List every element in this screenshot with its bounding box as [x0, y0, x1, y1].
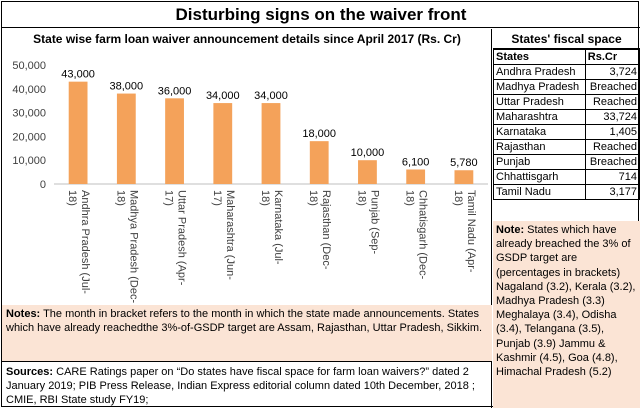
x-tick-label: Punjab (Sep-18) — [355, 190, 380, 255]
x-tick-label: Chhatisgarh (Dec-18) — [404, 190, 429, 280]
fiscal-title: States' fiscal space — [493, 29, 640, 49]
state-name: Madhya Pradesh — [493, 79, 586, 95]
main-title: Disturbing signs on the waiver front — [2, 2, 640, 28]
state-value: Breached — [584, 79, 640, 95]
y-tick-label: 40,000 — [12, 84, 46, 96]
state-name: Punjab — [493, 154, 586, 170]
table-row: Andhra Pradesh 3,724 — [493, 64, 640, 80]
state-name: Rajasthan — [493, 139, 586, 155]
state-value: 3,724 — [584, 64, 640, 80]
y-tick-label: 50,000 — [12, 60, 46, 72]
table-row: Maharashtra 33,724 — [493, 109, 640, 125]
state-value: Reached — [584, 94, 640, 110]
side-note-label: Note: — [496, 224, 525, 236]
x-tick-label: Andhra Pradesh (Jul-18) — [66, 190, 91, 294]
state-name: Uttar Pradesh — [493, 94, 586, 110]
data-label: 36,000 — [158, 85, 192, 97]
table-row: Punjab Breached — [493, 154, 640, 170]
bar — [309, 141, 329, 184]
chart-title: State wise farm loan waiver announcement… — [33, 32, 461, 46]
notes-label: Notes: — [6, 308, 41, 320]
state-name: Chhattisgarh — [493, 169, 586, 185]
state-name: Maharashtra — [493, 109, 586, 125]
bar — [116, 93, 136, 184]
x-tick-label: Karnataka (Jul-18) — [259, 190, 284, 265]
bar — [213, 103, 233, 184]
data-label: 5,780 — [450, 157, 478, 169]
x-tick-label: Madhya Pradesh (Dec-18) — [114, 190, 139, 303]
data-label: 34,000 — [206, 90, 240, 102]
fiscal-header-value: Rs.Cr — [584, 49, 640, 65]
table-row: Rajasthan Reached — [493, 139, 640, 155]
data-label: 34,000 — [254, 90, 288, 102]
bar — [165, 98, 184, 184]
bar-chart: 0 10,000 20,000 30,000 40,000 50,000 43,000 And… — [12, 60, 488, 303]
fiscal-panel: States' fiscal space States Rs.Cr Andhra… — [493, 29, 640, 408]
bar — [406, 169, 426, 184]
x-tick-label: Uttar Pradesh (Apr-17) — [163, 190, 188, 286]
bar — [68, 81, 88, 184]
data-label: 6,100 — [402, 156, 430, 168]
table-row: Chhattisgarh 714 — [493, 169, 640, 185]
x-tick-label: Maharashtra (Jun-17) — [211, 190, 236, 280]
table-row: Uttar Pradesh Reached — [493, 94, 640, 110]
fiscal-header-states: States — [493, 49, 586, 65]
state-value: 714 — [584, 169, 640, 185]
state-value: 3,177 — [584, 184, 640, 200]
state-name: Andhra Pradesh — [493, 64, 586, 80]
table-row: Karnataka 1,405 — [493, 124, 640, 140]
x-tick-label: Rajasthan (Dec-18) — [307, 190, 332, 270]
y-tick-label: 10,000 — [12, 155, 46, 167]
data-label: 10,000 — [351, 147, 385, 159]
sources-box: Sources: CARE Ratings paper on “Do state… — [2, 361, 492, 408]
side-note-box: Note: States which have already breached… — [493, 221, 640, 408]
notes-box: Notes: The month in bracket refers to th… — [2, 305, 492, 361]
notes-text: The month in bracket refers to the month… — [6, 308, 483, 334]
y-tick-label: 30,000 — [12, 108, 46, 120]
chart-panel: State wise farm loan waiver announcement… — [2, 29, 492, 408]
state-name: Tamil Nadu — [493, 184, 586, 200]
state-name: Karnataka — [493, 124, 586, 140]
state-value: 1,405 — [584, 124, 640, 140]
state-value: 33,724 — [584, 109, 640, 125]
data-label: 38,000 — [110, 81, 144, 93]
state-value: Reached — [584, 139, 640, 155]
table-row: Madhya Pradesh Breached — [493, 79, 640, 95]
bar — [454, 170, 474, 184]
y-tick-label: 20,000 — [12, 131, 46, 143]
bar — [261, 103, 281, 184]
data-label: 18,000 — [302, 128, 336, 140]
fiscal-header-row: States Rs.Cr — [493, 49, 640, 65]
sources-text: CARE Ratings paper on “Do states have fi… — [6, 366, 475, 406]
side-note-text: States which have already breached the 3… — [496, 224, 636, 379]
fiscal-table: States Rs.Cr Andhra Pradesh 3,724 Madhya … — [493, 49, 640, 200]
sources-label: Sources: — [6, 366, 54, 378]
state-value: Breached — [584, 154, 640, 170]
bar — [358, 160, 377, 184]
table-row: Tamil Nadu 3,177 — [493, 184, 640, 200]
data-label: 43,000 — [61, 69, 95, 81]
y-tick-label: 0 — [40, 179, 46, 191]
x-tick-label: Tamil Nadu (Apr-18) — [452, 190, 477, 273]
